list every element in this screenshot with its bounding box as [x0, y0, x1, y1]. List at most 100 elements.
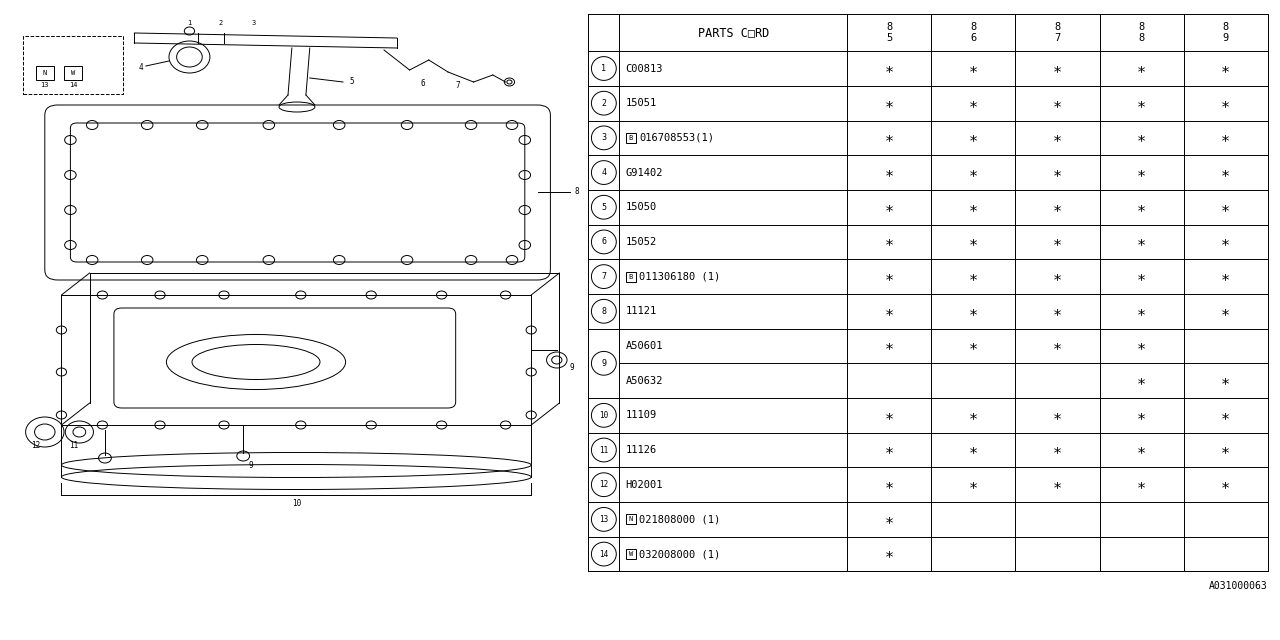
Text: ∗: ∗ — [1221, 442, 1230, 458]
Text: ∗: ∗ — [1221, 408, 1230, 423]
Text: 3: 3 — [251, 20, 256, 26]
Text: G91402: G91402 — [626, 168, 663, 177]
Text: A031000063: A031000063 — [1208, 581, 1267, 591]
Text: ∗: ∗ — [969, 96, 978, 111]
Text: ∗: ∗ — [884, 61, 893, 76]
Text: 1: 1 — [187, 20, 192, 26]
Text: 7: 7 — [602, 272, 607, 281]
Text: 11: 11 — [599, 445, 608, 454]
Text: C00813: C00813 — [626, 63, 663, 74]
Text: ∗: ∗ — [1137, 408, 1146, 423]
Text: ∗: ∗ — [969, 131, 978, 145]
Text: 13: 13 — [599, 515, 608, 524]
Text: ∗: ∗ — [1053, 96, 1062, 111]
Text: 1: 1 — [602, 64, 607, 73]
Text: ∗: ∗ — [884, 339, 893, 353]
Text: ∗: ∗ — [1053, 200, 1062, 215]
Text: ∗: ∗ — [1137, 234, 1146, 250]
Bar — [64, 66, 82, 80]
Text: ∗: ∗ — [1221, 373, 1230, 388]
Text: 6: 6 — [602, 237, 607, 246]
Text: ∗: ∗ — [884, 547, 893, 561]
Text: ∗: ∗ — [1137, 373, 1146, 388]
Text: 8
6: 8 6 — [970, 22, 977, 43]
Text: 5: 5 — [602, 203, 607, 212]
Text: 12: 12 — [599, 480, 608, 489]
Text: ∗: ∗ — [884, 165, 893, 180]
Text: ∗: ∗ — [1053, 131, 1062, 145]
Bar — [626, 271, 636, 282]
Text: 9: 9 — [570, 364, 575, 372]
Text: 10: 10 — [292, 499, 301, 508]
Text: ∗: ∗ — [1221, 200, 1230, 215]
Text: ∗: ∗ — [1053, 61, 1062, 76]
Text: N: N — [628, 516, 632, 522]
Text: 8
9: 8 9 — [1222, 22, 1229, 43]
Bar — [23, 36, 123, 94]
Bar — [36, 66, 54, 80]
Text: ∗: ∗ — [969, 408, 978, 423]
Text: 9: 9 — [248, 461, 253, 470]
Text: ∗: ∗ — [884, 269, 893, 284]
Text: ∗: ∗ — [969, 304, 978, 319]
Text: ∗: ∗ — [884, 304, 893, 319]
Text: 6: 6 — [420, 79, 425, 88]
Text: 10: 10 — [599, 411, 608, 420]
Text: ∗: ∗ — [969, 477, 978, 492]
Text: ∗: ∗ — [1137, 339, 1146, 353]
Text: 2: 2 — [602, 99, 607, 108]
Text: 011306180 (1): 011306180 (1) — [639, 271, 721, 282]
Text: 5: 5 — [349, 77, 355, 86]
Text: ∗: ∗ — [884, 408, 893, 423]
Text: ∗: ∗ — [884, 234, 893, 250]
Text: 15050: 15050 — [626, 202, 657, 212]
Text: 7: 7 — [456, 81, 461, 90]
Text: N: N — [42, 70, 47, 76]
Text: ∗: ∗ — [1221, 304, 1230, 319]
Text: ∗: ∗ — [1053, 269, 1062, 284]
Text: ∗: ∗ — [1221, 96, 1230, 111]
Text: ∗: ∗ — [884, 131, 893, 145]
Text: ∗: ∗ — [1137, 165, 1146, 180]
Text: 11121: 11121 — [626, 307, 657, 316]
Text: 4: 4 — [602, 168, 607, 177]
Text: ∗: ∗ — [1053, 339, 1062, 353]
Text: ∗: ∗ — [1053, 477, 1062, 492]
Text: ∗: ∗ — [1053, 165, 1062, 180]
Text: ∗: ∗ — [1053, 304, 1062, 319]
Text: 8
8: 8 8 — [1138, 22, 1144, 43]
Text: 11: 11 — [69, 442, 79, 451]
Text: ∗: ∗ — [1137, 269, 1146, 284]
Text: ∗: ∗ — [969, 442, 978, 458]
Text: ∗: ∗ — [1221, 131, 1230, 145]
Text: 15052: 15052 — [626, 237, 657, 247]
Text: B: B — [628, 274, 632, 280]
Text: PARTS C□RD: PARTS C□RD — [698, 26, 769, 39]
Text: ∗: ∗ — [1137, 131, 1146, 145]
Text: 8: 8 — [602, 307, 607, 316]
Text: W: W — [628, 551, 632, 557]
Text: ∗: ∗ — [884, 442, 893, 458]
Text: 9: 9 — [602, 359, 607, 368]
Text: A50632: A50632 — [626, 376, 663, 386]
Text: A50601: A50601 — [626, 341, 663, 351]
Text: 032008000 (1): 032008000 (1) — [639, 549, 721, 559]
Text: ∗: ∗ — [1137, 96, 1146, 111]
Text: ∗: ∗ — [1221, 477, 1230, 492]
Text: 016708553(1): 016708553(1) — [639, 133, 714, 143]
Text: 11109: 11109 — [626, 410, 657, 420]
Text: ∗: ∗ — [969, 165, 978, 180]
Text: ∗: ∗ — [1221, 165, 1230, 180]
Text: ∗: ∗ — [969, 269, 978, 284]
Text: 2: 2 — [218, 20, 223, 26]
Text: 8: 8 — [575, 188, 580, 196]
Text: 14: 14 — [599, 550, 608, 559]
Text: ∗: ∗ — [1053, 234, 1062, 250]
Text: 3: 3 — [602, 133, 607, 142]
Text: ∗: ∗ — [1137, 442, 1146, 458]
Text: 11126: 11126 — [626, 445, 657, 455]
Text: ∗: ∗ — [1053, 408, 1062, 423]
Text: 14: 14 — [69, 82, 77, 88]
Text: ∗: ∗ — [1137, 200, 1146, 215]
Bar — [626, 515, 636, 524]
